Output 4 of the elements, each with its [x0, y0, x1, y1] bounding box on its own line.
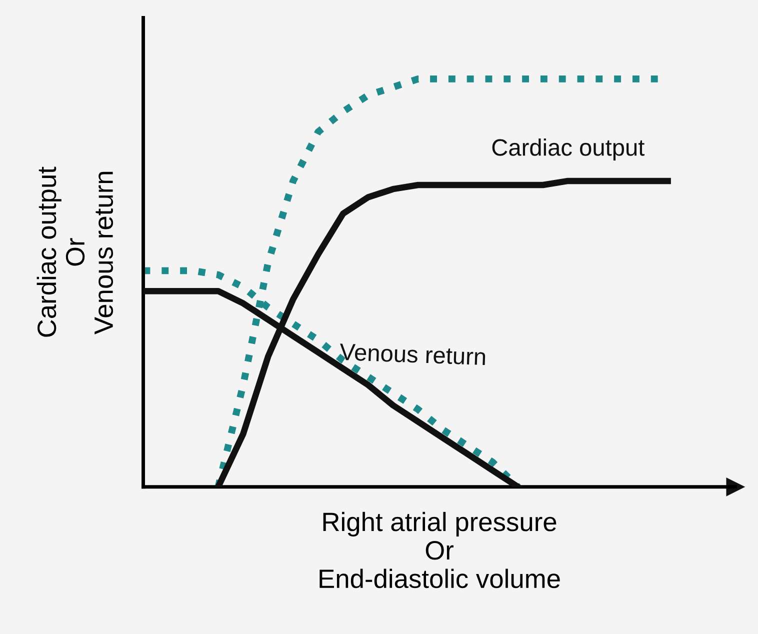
series-label: Venous return	[339, 344, 486, 366]
y-axis-title: Cardiac output Or Venous return	[36, 166, 114, 337]
series-label: Cardiac output	[492, 138, 645, 161]
x-axis-title: Right atrial pressure Or End-diastolic volume	[320, 512, 560, 588]
